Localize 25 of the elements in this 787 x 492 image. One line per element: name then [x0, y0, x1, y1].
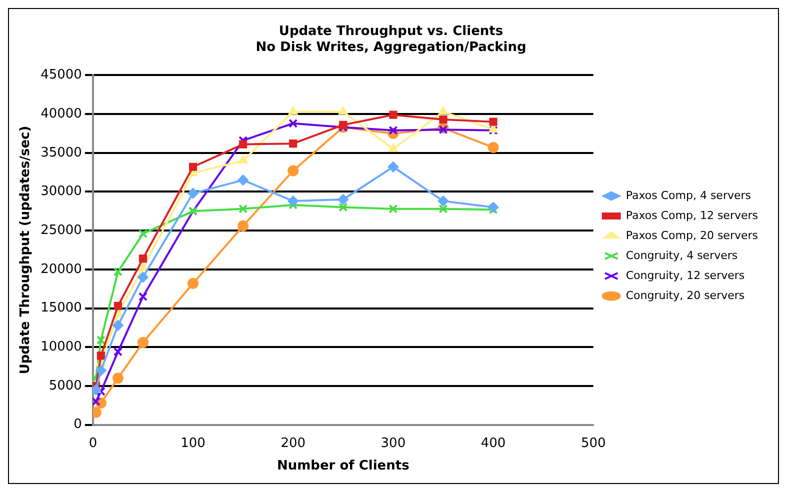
y-tick-label: 15000 — [40, 300, 82, 316]
y-tick-label: 0 — [74, 417, 82, 432]
y-tick-label: 30000 — [40, 184, 82, 200]
chart-title: Update Throughput vs. Clients No Disk Writes, Aggregation/Packing — [256, 24, 526, 55]
y-tick-label: 10000 — [40, 339, 82, 354]
legend-label: Congruity, 12 servers — [626, 268, 745, 282]
x-tick-label: 100 — [180, 436, 206, 451]
y-tick-label: 5000 — [48, 378, 82, 394]
x-axis-title: Number of Clients — [276, 458, 410, 474]
x-tick-label: 200 — [280, 436, 306, 451]
y-tick-label: 20000 — [40, 262, 82, 277]
legend-label: Congruity, 20 servers — [626, 288, 745, 302]
y-tick-label: 35000 — [40, 145, 82, 160]
y-tick-label: 40000 — [40, 106, 82, 122]
legend-label: Paxos Comp, 4 servers — [626, 188, 752, 202]
y-axis-title: Update Throughput (updates/sec) — [18, 126, 34, 374]
x-tick-label: 500 — [580, 436, 606, 451]
legend-label: Paxos Comp, 20 servers — [626, 228, 758, 242]
y-tick-label: 45000 — [40, 68, 82, 83]
y-tick-label: 25000 — [40, 222, 82, 238]
legend-label: Paxos Comp, 12 servers — [626, 208, 758, 222]
x-tick-label: 400 — [480, 436, 506, 451]
x-tick-label: 300 — [380, 436, 406, 451]
x-tick-label: 0 — [88, 436, 98, 451]
legend-label: Congruity, 4 servers — [626, 248, 738, 262]
